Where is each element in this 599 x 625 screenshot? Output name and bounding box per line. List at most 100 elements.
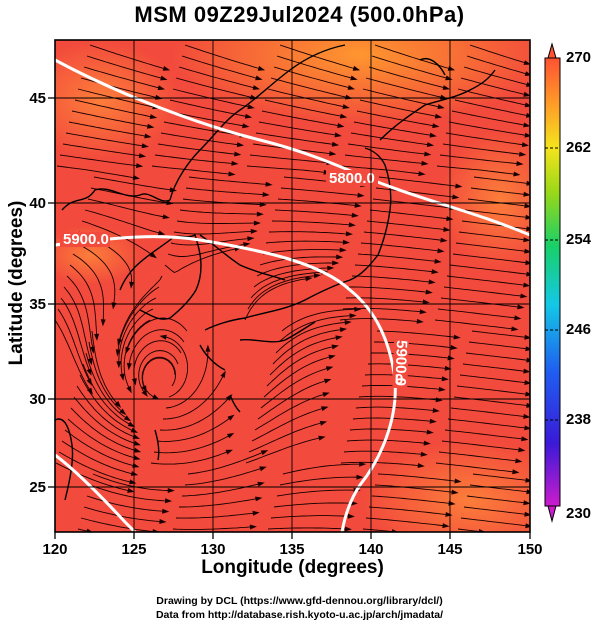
streamline — [456, 385, 529, 395]
streamline — [378, 176, 459, 187]
streamline — [265, 240, 346, 244]
streamline — [89, 484, 169, 502]
streamline-arrowhead — [123, 415, 132, 422]
streamline — [138, 350, 179, 394]
streamline-arrowhead — [132, 175, 140, 180]
streamline — [259, 256, 340, 266]
cb-tick-254: 254 — [566, 231, 592, 248]
x-tick-125: 125 — [121, 541, 146, 558]
streamline — [163, 121, 243, 137]
streamline-arrowhead — [164, 498, 172, 504]
streamline-arrowhead — [523, 122, 530, 128]
streamline-arrowhead — [342, 239, 350, 245]
streamline — [246, 165, 327, 174]
streamline — [89, 44, 167, 70]
streamline-arrowhead — [256, 211, 264, 217]
streamline-arrowhead — [434, 113, 443, 119]
contour-labels: 5800.0 5900.0 5900.0 0 — [60, 170, 410, 389]
streamline-arrowhead — [260, 450, 269, 456]
colorbar-max-arrow — [547, 42, 557, 59]
streamline-arrowhead — [259, 466, 267, 472]
streamline-arrowhead — [87, 387, 93, 395]
streamline-arrowhead — [523, 282, 530, 288]
streamline — [150, 450, 230, 465]
streamline — [181, 55, 259, 80]
streamline — [165, 348, 209, 409]
streamline — [254, 393, 327, 431]
streamline-arrowhead — [525, 260, 530, 266]
streamline — [466, 55, 529, 75]
streamline-arrowhead — [437, 248, 445, 254]
streamline-arrowhead — [127, 421, 136, 428]
streamline-arrowhead — [227, 414, 235, 421]
streamline-arrowhead — [526, 402, 530, 408]
streamline-arrowhead — [344, 320, 352, 325]
streamline — [341, 165, 422, 175]
streamline-arrowhead — [318, 435, 326, 441]
streamline — [80, 517, 156, 532]
streamline-arrowhead — [519, 151, 527, 157]
streamline — [141, 356, 177, 390]
streamline — [442, 143, 523, 155]
streamline-arrowhead — [525, 391, 530, 397]
streamline — [368, 66, 447, 89]
streamline — [368, 506, 449, 516]
streamline-arrowhead — [526, 357, 530, 363]
cb-tick-238: 238 — [566, 411, 591, 428]
streamline-arrowhead — [516, 161, 524, 166]
streamline — [160, 132, 241, 146]
streamline — [339, 318, 420, 323]
streamline — [81, 220, 154, 257]
streamline-arrowhead — [342, 104, 350, 109]
streamline-arrowhead — [327, 265, 335, 271]
streamline-arrowhead — [429, 418, 437, 424]
streamline — [85, 352, 129, 420]
streamline — [454, 99, 530, 117]
streamline — [55, 462, 131, 492]
streamline-arrowhead — [525, 477, 530, 483]
streamline-arrowhead — [454, 478, 462, 484]
streamline — [68, 121, 148, 137]
streamline-arrowhead — [321, 406, 329, 412]
streamline — [276, 489, 357, 497]
streamline-arrowhead — [130, 471, 139, 476]
streamline — [371, 352, 451, 359]
streamline-arrowhead — [354, 202, 362, 208]
streamline — [371, 55, 449, 80]
streamline — [270, 515, 351, 519]
streamline — [434, 319, 515, 330]
x-tick-140: 140 — [358, 541, 383, 558]
streamline-arrowhead — [335, 335, 343, 341]
streamline — [84, 209, 162, 235]
streamline-arrowhead — [328, 354, 336, 360]
streamline — [77, 88, 156, 108]
temperature-field: 5800.0 5900.0 5900.0 0 — [55, 40, 530, 532]
streamline — [360, 242, 441, 252]
streamline-arrowhead — [526, 180, 530, 186]
streamline — [445, 132, 526, 146]
streamline — [244, 278, 309, 321]
streamline-arrowhead — [524, 132, 530, 138]
streamline — [365, 77, 444, 99]
streamline — [62, 143, 143, 157]
streamline — [443, 286, 524, 297]
streamline — [120, 308, 154, 377]
streamline-arrowhead — [525, 214, 530, 220]
streamline — [83, 506, 163, 523]
streamline-arrowhead — [244, 113, 253, 119]
streamline — [72, 253, 105, 323]
streamline-arrowhead — [167, 488, 175, 493]
streamline-arrowhead — [149, 252, 157, 259]
streamline — [256, 262, 336, 277]
x-tick-145: 145 — [437, 541, 462, 558]
streamline-arrowhead — [523, 191, 530, 197]
streamline — [376, 330, 457, 338]
streamline — [257, 379, 328, 420]
y-tick-25: 25 — [29, 479, 46, 496]
streamline — [75, 242, 116, 306]
streamline — [67, 418, 137, 459]
streamline-arrowhead — [138, 153, 147, 159]
streamline-arrowhead — [329, 151, 337, 156]
streamline — [71, 110, 151, 128]
